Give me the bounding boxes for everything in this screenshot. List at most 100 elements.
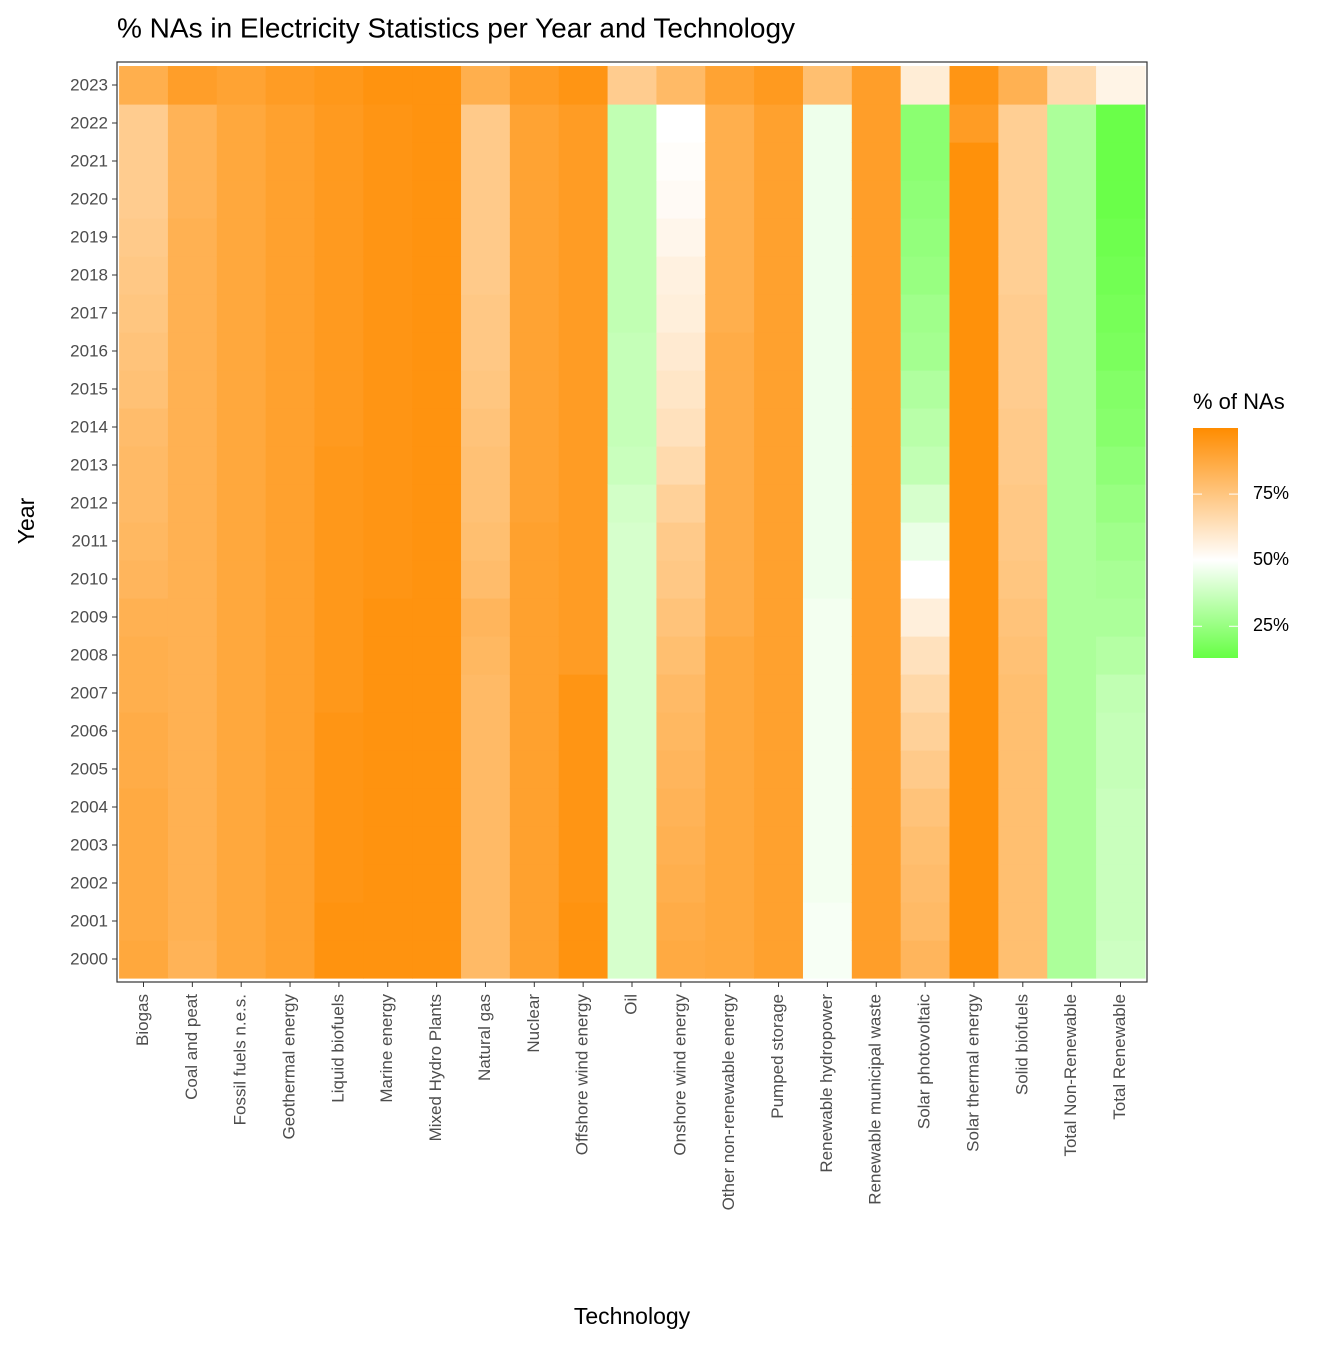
heat-cell (949, 788, 999, 827)
heat-cell (461, 750, 511, 789)
heat-cell (119, 408, 169, 447)
x-tick-label: Total Renewable (1110, 994, 1129, 1120)
heat-cell (119, 522, 169, 561)
heat-cell (998, 294, 1048, 333)
heat-cell (265, 560, 316, 599)
heat-cell (656, 484, 706, 523)
heat-cell (1096, 522, 1146, 561)
heat-cell (607, 826, 658, 865)
heat-cell (216, 484, 267, 523)
heat-cell (363, 256, 413, 295)
heat-cell (1047, 408, 1097, 447)
heat-cell (314, 66, 364, 105)
x-tick-label: Mixed Hydro Plants (426, 994, 445, 1141)
heat-cell (509, 446, 560, 485)
heat-cell (900, 294, 951, 333)
x-tick-label: Onshore wind energy (670, 994, 689, 1156)
heat-cell (1047, 864, 1097, 903)
heat-cell (412, 218, 462, 257)
heat-cell (314, 826, 364, 865)
heat-cell (1096, 484, 1146, 523)
heat-cell (851, 788, 902, 827)
heat-cell (607, 256, 658, 295)
heat-cell (802, 598, 853, 637)
heat-cell (754, 218, 804, 257)
x-tick-label: Oil (621, 994, 640, 1015)
heat-cell (1096, 256, 1146, 295)
heat-cell (802, 712, 853, 751)
heat-cell (363, 522, 413, 561)
heat-cell (412, 940, 462, 979)
heat-cell (363, 408, 413, 447)
heat-cell (949, 750, 999, 789)
heat-cell (265, 484, 316, 523)
heat-cell (754, 484, 804, 523)
heat-cell (754, 408, 804, 447)
heat-cell (900, 66, 951, 105)
legend-tick-label: 25% (1253, 615, 1289, 635)
heat-cell (509, 788, 560, 827)
heat-cell (851, 66, 902, 105)
heat-cell (1096, 826, 1146, 865)
heat-cell (705, 408, 755, 447)
heat-cell (363, 66, 413, 105)
heat-cell (461, 902, 511, 941)
heat-cell (802, 218, 853, 257)
heat-cell (167, 104, 218, 143)
heat-cell (509, 370, 560, 409)
heat-cell (754, 598, 804, 637)
x-tick-label: Solar photovoltaic (915, 994, 934, 1130)
heat-cell (802, 902, 853, 941)
heat-cell (119, 218, 169, 257)
heat-cell (119, 180, 169, 219)
heat-cell (1047, 180, 1097, 219)
heat-cell (167, 826, 218, 865)
heat-cell (998, 104, 1048, 143)
heat-cell (363, 864, 413, 903)
y-tick-label: 2000 (70, 949, 108, 968)
heat-cell (363, 294, 413, 333)
heat-cell (656, 180, 706, 219)
heat-cell (949, 332, 999, 371)
y-tick-label: 2021 (70, 151, 108, 170)
heat-cell (461, 598, 511, 637)
heat-cell (1096, 560, 1146, 599)
heat-cell (705, 712, 755, 751)
heat-cell (412, 446, 462, 485)
heat-cell (119, 104, 169, 143)
heat-cell (1096, 674, 1146, 713)
heat-cell (705, 750, 755, 789)
legend-tick-label: 75% (1253, 483, 1289, 503)
heat-cell (754, 712, 804, 751)
heat-cell (656, 294, 706, 333)
heat-cell (119, 66, 169, 105)
heat-cell (314, 218, 364, 257)
heat-cell (949, 104, 999, 143)
y-tick-label: 2011 (71, 531, 108, 550)
heat-cell (119, 940, 169, 979)
heat-cell (802, 864, 853, 903)
heat-cell (314, 902, 364, 941)
y-tick-label: 2013 (70, 455, 108, 474)
heat-cell (216, 370, 267, 409)
heat-cell (754, 142, 804, 181)
heat-cell (900, 788, 951, 827)
heat-cell (949, 636, 999, 675)
heat-cell (461, 180, 511, 219)
heat-cell (1047, 826, 1097, 865)
heat-cell (802, 294, 853, 333)
heat-cell (265, 104, 316, 143)
heat-cell (754, 674, 804, 713)
x-tick-label: Pumped storage (768, 994, 787, 1119)
heat-cell (314, 142, 364, 181)
x-tick-label: Coal and peat (182, 994, 201, 1100)
heat-cell (1096, 408, 1146, 447)
heat-cell (949, 826, 999, 865)
heat-cell (851, 142, 902, 181)
heat-cell (607, 332, 658, 371)
y-axis-title: Year (13, 497, 39, 544)
heat-cell (167, 408, 218, 447)
heat-cell (558, 788, 609, 827)
heat-cell (363, 940, 413, 979)
heat-cell (119, 902, 169, 941)
